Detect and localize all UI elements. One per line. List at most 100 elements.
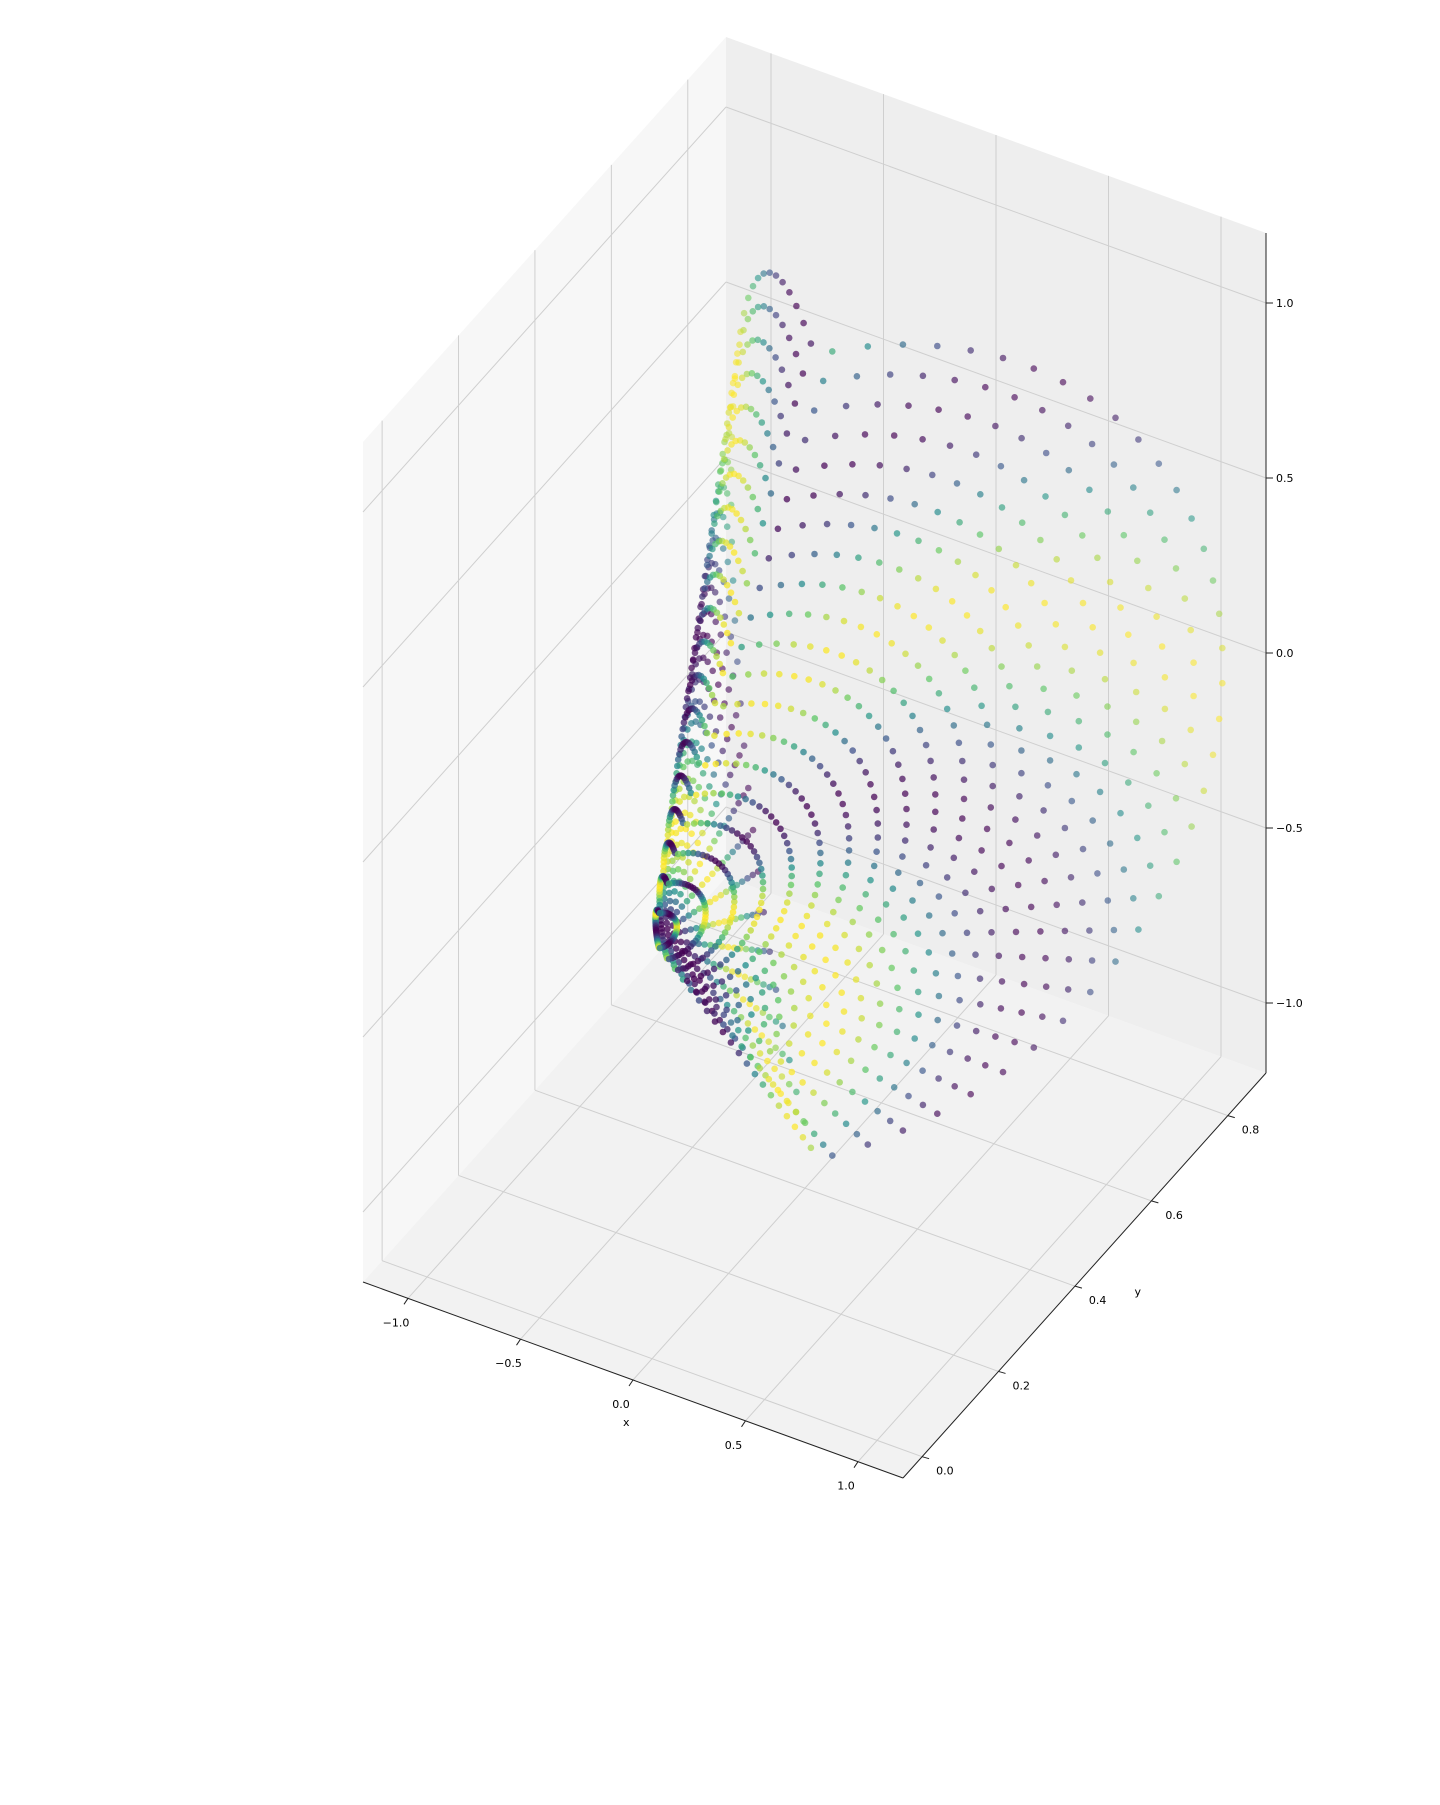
data-point (1094, 554, 1101, 562)
data-point (738, 878, 746, 885)
data-point (699, 829, 706, 837)
data-point (905, 1092, 912, 1100)
data-point (870, 793, 878, 801)
data-point (930, 826, 937, 833)
y-grid-floor (611, 1004, 1152, 1202)
data-point (710, 647, 717, 654)
data-point (739, 348, 747, 356)
data-point (772, 272, 780, 279)
data-point (811, 550, 818, 558)
data-point (747, 995, 754, 1003)
data-point (720, 1011, 728, 1019)
data-point (685, 784, 693, 792)
data-point (830, 908, 837, 916)
data-point (701, 985, 709, 993)
data-point (767, 490, 775, 497)
data-point (733, 987, 740, 994)
data-point (729, 1032, 736, 1039)
data-point (711, 732, 718, 739)
data-point (805, 676, 812, 683)
data-point (954, 558, 962, 565)
data-point (878, 676, 886, 684)
data-point (1134, 557, 1141, 565)
data-point (838, 989, 845, 996)
data-point (754, 274, 762, 282)
data-point (722, 888, 730, 896)
data-point (693, 753, 701, 761)
data-point (765, 1075, 773, 1083)
data-point (1132, 718, 1140, 726)
z-grid-left (362, 631, 727, 1038)
data-point (683, 897, 691, 905)
data-point (1020, 980, 1028, 988)
data-point (767, 813, 775, 820)
data-point (814, 829, 821, 837)
data-point (696, 905, 703, 912)
data-points (652, 269, 1226, 1159)
data-point (771, 398, 778, 405)
data-point (744, 341, 751, 348)
data-point (1153, 613, 1160, 620)
data-point (893, 530, 901, 537)
y-axis-label: y (1135, 1286, 1142, 1299)
data-point (909, 897, 916, 904)
data-point (737, 914, 745, 921)
data-point (821, 462, 828, 470)
data-point (706, 845, 713, 852)
data-point (743, 370, 751, 378)
data-point (946, 442, 954, 450)
data-point (767, 933, 775, 940)
data-point (770, 959, 777, 967)
data-point (749, 799, 756, 806)
data-point (989, 782, 996, 790)
data-point (792, 788, 799, 795)
data-point (778, 366, 786, 374)
data-point (709, 545, 716, 553)
data-point (759, 885, 767, 893)
data-point (713, 609, 721, 616)
data-point (722, 435, 729, 443)
data-point (1173, 858, 1180, 866)
data-point (842, 811, 850, 819)
data-point (873, 980, 881, 987)
data-point (792, 466, 800, 473)
data-point (903, 821, 910, 828)
data-point (889, 747, 897, 755)
data-point (916, 726, 924, 734)
data-point (841, 737, 848, 745)
data-point (810, 407, 818, 414)
data-point (1089, 624, 1096, 631)
data-point (832, 687, 839, 694)
data-point (783, 1097, 791, 1105)
data-point (692, 634, 700, 641)
data-point (759, 872, 766, 879)
data-point (783, 839, 791, 847)
data-point (779, 278, 786, 286)
data-point (729, 506, 736, 513)
data-point (716, 660, 723, 668)
data-point (692, 698, 699, 705)
data-point (988, 587, 995, 594)
data-point (728, 914, 735, 921)
data-point (688, 830, 695, 837)
data-point (712, 943, 719, 950)
data-point (772, 354, 779, 361)
data-point (756, 803, 763, 810)
data-point (685, 963, 692, 970)
data-point (953, 480, 961, 487)
data-point (1172, 795, 1180, 802)
data-point (1006, 682, 1013, 690)
data-point (770, 981, 777, 989)
data-point (964, 1055, 971, 1062)
data-point (723, 824, 730, 832)
data-point (742, 795, 749, 803)
data-point (674, 966, 682, 974)
data-point (720, 576, 727, 583)
data-point (817, 860, 824, 867)
data-point (988, 885, 996, 893)
data-point (710, 789, 717, 797)
data-point (799, 709, 807, 717)
data-point (693, 965, 701, 973)
data-point (1027, 579, 1035, 587)
y-grid-floor (687, 919, 1228, 1117)
